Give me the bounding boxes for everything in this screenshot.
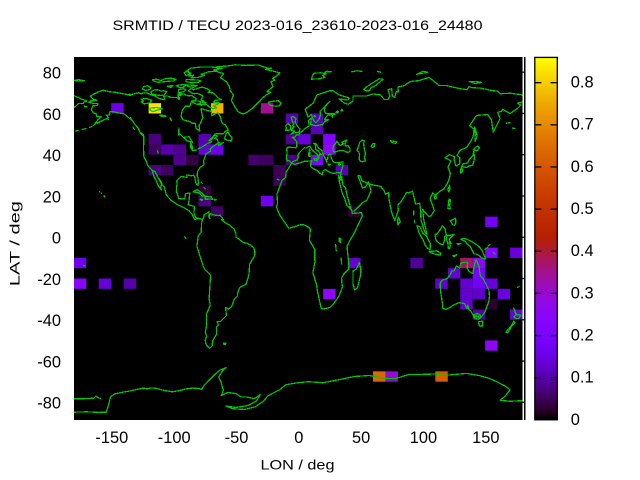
- svg-text:0.8: 0.8: [571, 74, 594, 92]
- svg-text:SRMTID / TECU 2023-016_23610-2: SRMTID / TECU 2023-016_23610-2023-016_24…: [113, 18, 483, 33]
- svg-text:LON / deg: LON / deg: [261, 457, 335, 473]
- svg-text:100: 100: [410, 429, 437, 447]
- svg-text:0.2: 0.2: [571, 326, 594, 344]
- svg-text:LAT / deg: LAT / deg: [8, 201, 23, 286]
- svg-text:0.5: 0.5: [571, 200, 594, 218]
- svg-text:0.4: 0.4: [571, 242, 594, 260]
- svg-text:-100: -100: [158, 429, 191, 447]
- svg-text:-60: -60: [37, 353, 61, 371]
- svg-text:60: 60: [43, 106, 61, 124]
- svg-text:0: 0: [294, 429, 303, 447]
- svg-text:0.3: 0.3: [571, 284, 594, 302]
- svg-text:50: 50: [352, 429, 370, 447]
- svg-text:40: 40: [43, 147, 61, 165]
- svg-text:-20: -20: [37, 271, 61, 289]
- svg-text:150: 150: [472, 429, 499, 447]
- svg-text:20: 20: [43, 188, 61, 206]
- svg-text:0: 0: [571, 411, 580, 429]
- svg-text:-80: -80: [37, 395, 61, 413]
- svg-text:-50: -50: [225, 429, 249, 447]
- svg-text:-40: -40: [37, 312, 61, 330]
- svg-text:0.6: 0.6: [571, 158, 594, 176]
- svg-text:0.7: 0.7: [571, 116, 594, 134]
- svg-text:80: 80: [43, 65, 61, 83]
- svg-text:0: 0: [52, 230, 61, 248]
- svg-text:0.1: 0.1: [571, 369, 594, 387]
- svg-text:-150: -150: [95, 429, 128, 447]
